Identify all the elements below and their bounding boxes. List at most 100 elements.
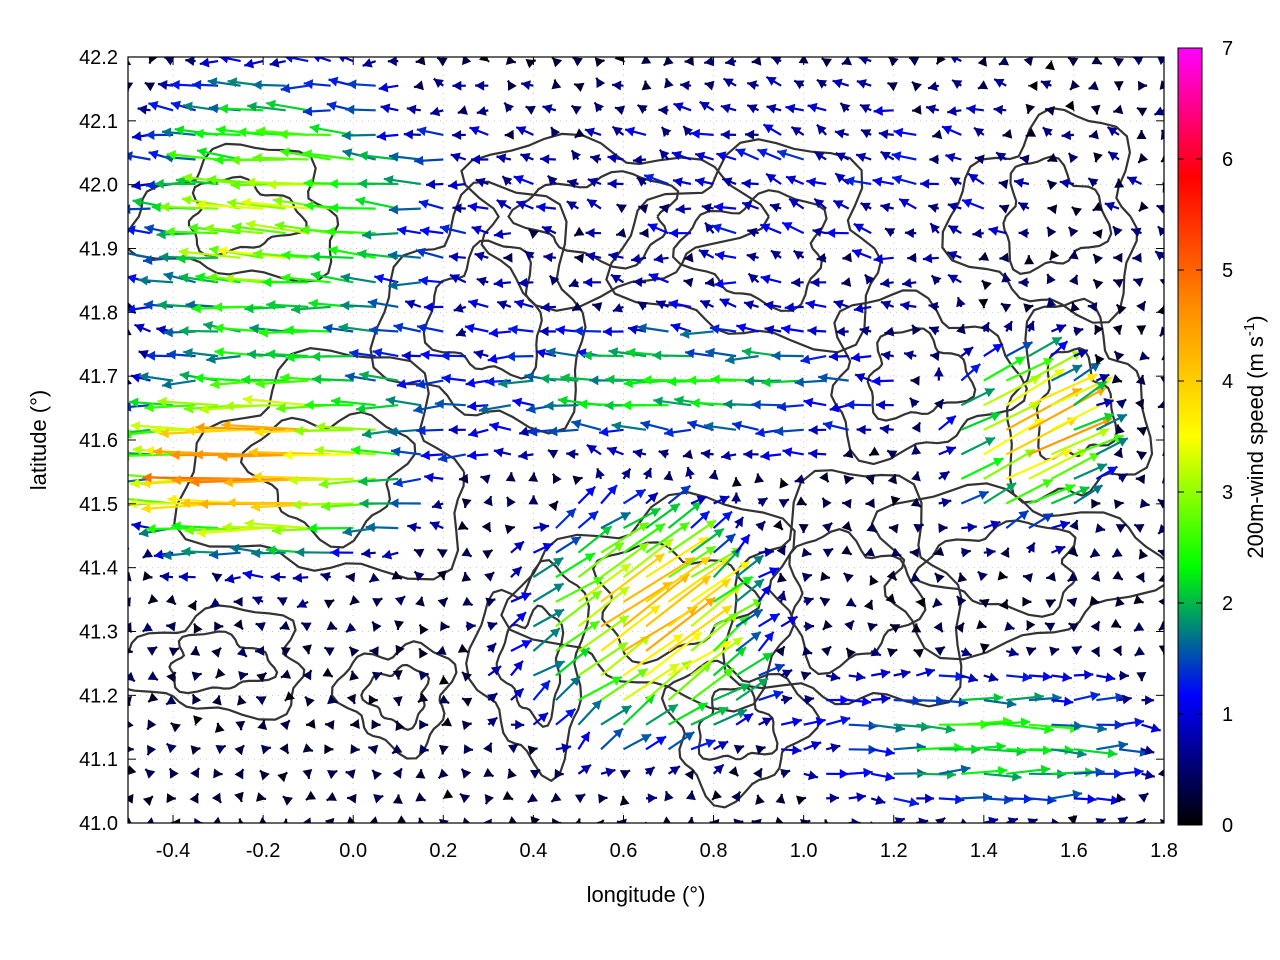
wind-vector-shaft bbox=[488, 822, 490, 823]
wind-vector-head bbox=[1113, 448, 1123, 459]
wind-vector-shaft bbox=[128, 577, 129, 579]
wind-vector-head bbox=[323, 323, 333, 334]
wind-vector-head bbox=[587, 177, 598, 187]
wind-vector-head bbox=[668, 663, 679, 673]
wind-vector-head bbox=[553, 583, 564, 593]
wind-vector-head bbox=[881, 350, 891, 361]
wind-vector-head bbox=[777, 572, 787, 583]
wind-vector-shaft bbox=[983, 417, 1045, 456]
wind-vector-head bbox=[485, 376, 495, 387]
x-tick-label: 0.2 bbox=[429, 840, 457, 862]
wind-vector-head bbox=[116, 477, 126, 487]
wind-vector-head bbox=[753, 768, 762, 779]
wind-vector-head bbox=[990, 520, 1001, 530]
wind-vector-head bbox=[1110, 795, 1121, 806]
wind-vector-head bbox=[716, 151, 727, 161]
wind-vector-head bbox=[307, 523, 317, 534]
wind-vector-head bbox=[1020, 717, 1030, 728]
wind-vector-head bbox=[507, 768, 517, 779]
wind-vector-shaft bbox=[1050, 452, 1100, 480]
wind-vector-head bbox=[310, 270, 321, 281]
wind-vector-head bbox=[448, 252, 459, 262]
wind-vector-head bbox=[1047, 227, 1057, 238]
wind-vector-head bbox=[915, 597, 926, 608]
wind-vector-head bbox=[245, 219, 256, 230]
wind-vector-shaft bbox=[128, 452, 151, 456]
wind-vector-head bbox=[961, 547, 971, 558]
wind-vector-head bbox=[284, 325, 294, 336]
x-tick-label: 0.4 bbox=[519, 840, 547, 862]
wind-vector-head bbox=[1089, 595, 1100, 606]
wind-vector-head bbox=[641, 80, 652, 91]
wind-vector-head bbox=[213, 816, 221, 823]
wind-vector-head bbox=[684, 769, 694, 780]
y-axis-ticks: 41.041.141.241.341.441.541.641.741.841.9… bbox=[79, 47, 1164, 835]
contour-line bbox=[788, 528, 927, 676]
wind-vector-head bbox=[585, 228, 595, 238]
wind-vector-head bbox=[358, 150, 368, 161]
wind-vector-head bbox=[166, 695, 177, 705]
wind-vector-head bbox=[467, 401, 477, 412]
wind-vector-head bbox=[179, 370, 190, 381]
wind-vector-head bbox=[313, 57, 321, 63]
wind-vector-head bbox=[801, 572, 812, 583]
wind-vector-head bbox=[584, 553, 595, 563]
wind-vector-head bbox=[403, 129, 414, 140]
wind-vector-head bbox=[230, 155, 240, 166]
wind-vector-head bbox=[700, 300, 711, 310]
wind-vector-head bbox=[833, 299, 844, 310]
wind-vector-head bbox=[179, 326, 189, 336]
wind-vector-shaft bbox=[252, 475, 331, 480]
wind-vector-head bbox=[191, 671, 202, 682]
wind-vector-head bbox=[1093, 279, 1104, 290]
wind-vector-head bbox=[869, 446, 880, 456]
wind-vector-head bbox=[748, 273, 759, 284]
wind-vector-head bbox=[662, 539, 673, 549]
wind-vector-head bbox=[169, 768, 179, 779]
wind-vector-head bbox=[986, 547, 996, 558]
wind-vector-head bbox=[241, 374, 251, 385]
wind-vector-head bbox=[1116, 414, 1127, 423]
wind-vector-head bbox=[418, 199, 429, 209]
wind-vector-head bbox=[637, 301, 648, 311]
wind-vector-head bbox=[1045, 599, 1056, 609]
wind-vector-head bbox=[845, 399, 855, 410]
wind-vector-shaft bbox=[622, 556, 696, 603]
wind-vector-head bbox=[992, 457, 1004, 467]
wind-vector-head bbox=[744, 376, 754, 386]
wind-vector-head bbox=[990, 412, 1001, 422]
wind-vector-head bbox=[638, 522, 649, 532]
wind-vector-head bbox=[281, 250, 291, 261]
wind-vector-shaft bbox=[252, 252, 309, 259]
wind-vector-head bbox=[449, 274, 461, 284]
wind-vector-head bbox=[349, 348, 359, 359]
wind-vector-head bbox=[507, 496, 516, 508]
colorbar-tick-label: 0 bbox=[1222, 815, 1233, 837]
wind-vector-head bbox=[647, 793, 657, 804]
wind-vector-head bbox=[996, 152, 1007, 162]
wind-vector-head bbox=[1118, 740, 1128, 751]
wind-vector-head bbox=[132, 445, 142, 455]
wind-vector-head bbox=[962, 347, 974, 357]
wind-vector-head bbox=[775, 794, 786, 804]
wind-vector-head bbox=[1114, 768, 1124, 779]
wind-vector-head bbox=[810, 741, 822, 751]
wind-vector-head bbox=[926, 104, 937, 115]
wind-vector-head bbox=[885, 746, 895, 757]
wind-vector-head bbox=[524, 372, 535, 382]
wind-vector-head bbox=[1090, 571, 1101, 582]
wind-vector-head bbox=[762, 652, 773, 662]
wind-vector-shaft bbox=[231, 225, 286, 235]
wind-vector-head bbox=[159, 571, 170, 582]
wind-vector-head bbox=[588, 511, 599, 521]
wind-vector-head bbox=[885, 771, 895, 782]
wind-vector-head bbox=[1059, 178, 1070, 189]
wind-vector-head bbox=[180, 498, 190, 509]
wind-vector-head bbox=[1156, 204, 1164, 214]
wind-vector-head bbox=[800, 671, 811, 681]
wind-vector-head bbox=[733, 744, 744, 755]
wind-vector-head bbox=[210, 379, 220, 390]
wind-vector-head bbox=[1145, 695, 1155, 706]
wind-vector-head bbox=[830, 743, 841, 753]
